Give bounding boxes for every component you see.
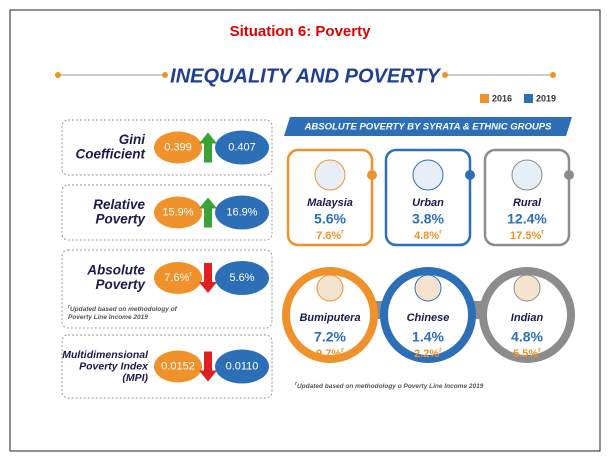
value-2019: 16.9% [226,206,257,218]
group-link [367,170,377,180]
footnote-text: Updated based on methodology of [70,306,178,313]
value-2016: 7.6%r [164,271,192,284]
revised-mark: r [541,229,544,236]
group-name: Malaysia [307,197,353,209]
value-2019: 5.6% [314,211,346,227]
value-2019: 5.6% [229,272,254,284]
indicator-label: Poverty Index [79,360,149,372]
value-2016: 4.8%r [414,229,442,242]
footnote: Poverty Line Income 2019 [68,314,148,321]
value-text: 4.8% [414,230,439,242]
infographic-title: INEQUALITY AND POVERTY [170,65,441,87]
value-text: 9.7% [316,348,341,360]
indicator-label: Gini [119,132,145,147]
indicator-label: Poverty [95,277,146,292]
group-name: Bumiputera [299,312,360,324]
revised-mark: r [538,347,541,354]
footnote: rUpdated based on methodology o Poverty … [295,381,484,389]
slide-title: Situation 6: Poverty [230,23,372,40]
slide: Situation 6: Poverty INEQUALITY AND POVE… [0,0,611,462]
value-2019: 3.8% [412,211,444,227]
value-2016: 5.5%r [513,347,541,360]
indicator-label: (MPI) [122,372,148,384]
value-2019: 0.0110 [226,360,259,372]
value-2016: 2.2%r [414,347,442,360]
group-name: Indian [511,312,544,324]
group-name: Rural [513,197,542,209]
footnote-text: Poverty Line Income 2019 [68,314,148,321]
group-icon [315,160,345,190]
indicator-label: Relative [93,197,145,212]
value-text: 0.0152 [161,360,195,372]
footnote-text: Updated based on methodology o Poverty L… [297,383,484,390]
revised-mark: r [439,347,442,354]
value-2019: 0.407 [228,141,256,153]
rule-dot [442,72,448,78]
group-icon [413,160,443,190]
group-icon [415,275,441,301]
value-text: 5.5% [513,348,538,360]
value-text: 0.399 [164,141,192,153]
value-2019: 12.4% [507,211,547,227]
footnote: rUpdated based on methodology of [68,304,178,312]
value-text: 7.6% [316,230,341,242]
revised-mark: r [341,229,344,236]
legend-swatch [524,94,533,103]
group-icon [317,275,343,301]
group-name: Chinese [407,312,450,324]
revised-mark: r [439,229,442,236]
banner-title: ABSOLUTE POVERTY BY SYRATA & ETHNIC GROU… [304,122,553,133]
value-2019: 7.2% [314,329,346,345]
legend-label: 2019 [536,93,556,103]
legend-swatch [480,94,489,103]
legend-label: 2016 [492,93,512,103]
value-text: 2.2% [414,348,439,360]
revised-mark: r [341,347,344,354]
rule-dot [55,72,61,78]
value-2016: 17.5%r [510,229,544,242]
rule-dot [162,72,168,78]
group-link [465,170,475,180]
value-text: 15.9% [162,206,193,218]
value-text: 17.5% [510,230,541,242]
value-2016: 15.9% [162,206,193,218]
group-icon [512,160,542,190]
group-icon [514,275,540,301]
group-link [564,170,574,180]
value-text: 7.6% [164,272,189,284]
value-2016: 7.6%r [316,229,344,242]
value-2016: 0.399 [164,141,192,153]
group-name: Urban [412,197,444,209]
indicator-label: Multidimensional [62,349,149,361]
value-2019: 4.8% [511,329,543,345]
indicator-label: Coefficient [75,146,145,161]
indicator-label: Absolute [86,262,145,277]
value-2016: 0.0152 [161,360,195,372]
rule-dot [550,72,556,78]
value-2019: 1.4% [412,329,444,345]
value-2016: 9.7%r [316,347,344,360]
indicator-label: Poverty [95,211,146,226]
page: {"slide_title": "Situation 6: Poverty", … [0,0,611,462]
